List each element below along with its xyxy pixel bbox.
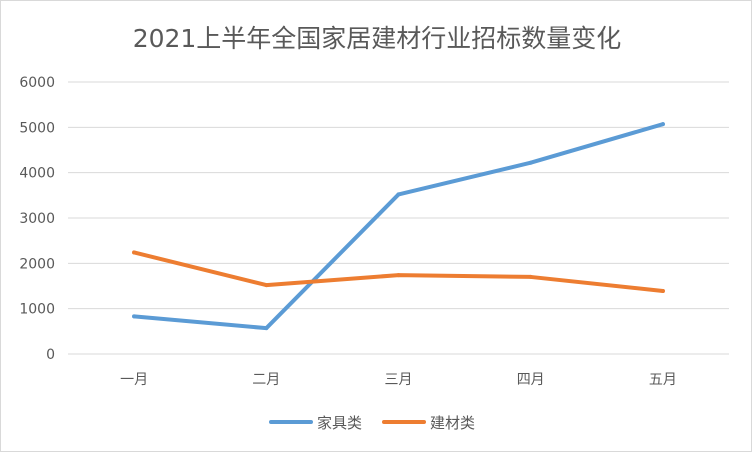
y-tick-label: 0 bbox=[46, 347, 55, 363]
data-point bbox=[132, 250, 137, 255]
series-line-1 bbox=[132, 122, 665, 331]
data-point bbox=[528, 160, 533, 165]
data-point bbox=[528, 274, 533, 279]
x-tick-label: 四月 bbox=[517, 372, 545, 388]
y-tick-label: 1000 bbox=[19, 302, 55, 318]
data-point bbox=[396, 192, 401, 197]
legend: 家具类 建材类 bbox=[269, 414, 475, 432]
y-tick-label: 2000 bbox=[19, 256, 55, 272]
data-point bbox=[396, 273, 401, 278]
series-lines bbox=[132, 122, 665, 331]
y-tick-label: 3000 bbox=[19, 211, 55, 227]
y-tick-label: 6000 bbox=[19, 75, 55, 91]
x-axis-ticks: 一月 二月 三月 四月 五月 bbox=[120, 372, 677, 388]
data-point bbox=[264, 326, 269, 331]
x-tick-label: 二月 bbox=[252, 372, 280, 388]
data-point bbox=[660, 122, 665, 127]
y-axis-ticks: 0 1000 2000 3000 4000 5000 6000 bbox=[19, 75, 55, 363]
x-tick-label: 五月 bbox=[649, 372, 677, 388]
x-tick-label: 一月 bbox=[120, 372, 148, 388]
data-point bbox=[132, 314, 137, 319]
y-tick-label: 4000 bbox=[19, 166, 55, 182]
x-tick-label: 三月 bbox=[385, 372, 413, 388]
series-line-2 bbox=[132, 250, 665, 293]
data-point bbox=[660, 288, 665, 293]
gridlines bbox=[68, 81, 729, 355]
legend-label-1: 家具类 bbox=[317, 414, 362, 432]
legend-label-2: 建材类 bbox=[430, 414, 475, 432]
data-point bbox=[264, 283, 269, 288]
chart-title: 2021上半年全国家居建材行业招标数量变化 bbox=[133, 24, 622, 53]
y-tick-label: 5000 bbox=[19, 120, 55, 136]
